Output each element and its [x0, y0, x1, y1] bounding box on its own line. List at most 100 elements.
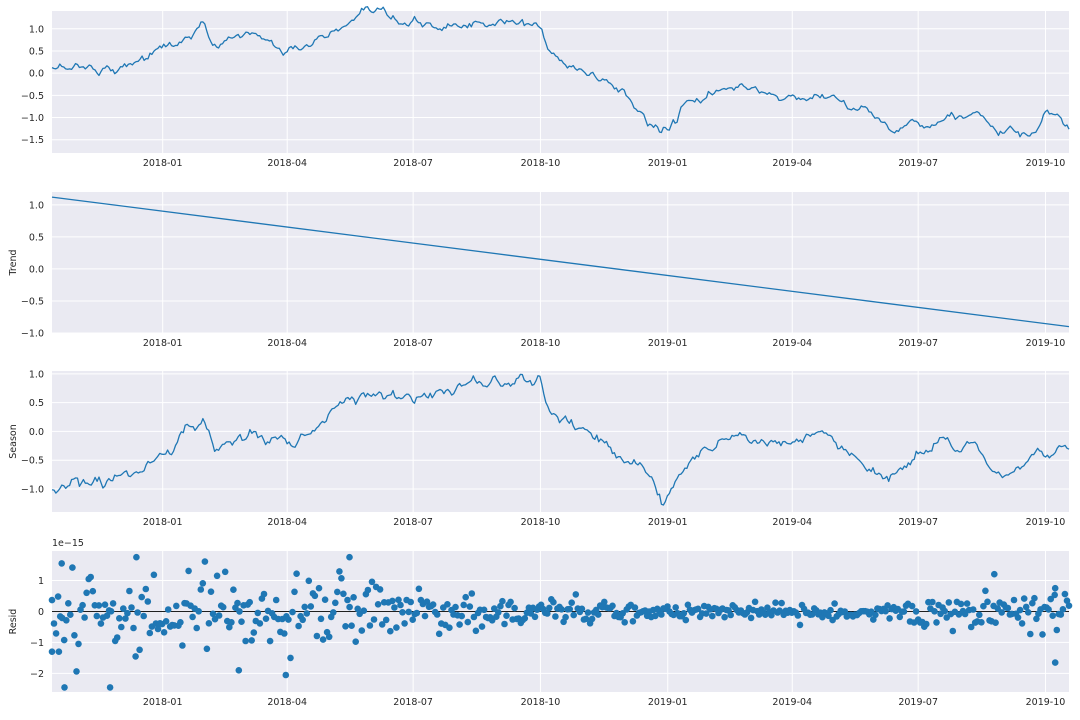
trend-panel: 2018-01 2018-04 2018-07 2018-10 2019-01 2019-… — [8, 192, 1070, 349]
x-tick-label: 2019-07 — [898, 158, 938, 169]
resid-point — [980, 602, 987, 610]
resid-point — [103, 612, 111, 619]
x-tick-label: 2018-07 — [393, 517, 433, 528]
resid-point — [370, 616, 378, 623]
resid-point — [48, 596, 56, 604]
resid-point — [350, 594, 357, 601]
resid-point — [435, 630, 443, 638]
resid-point — [1031, 594, 1038, 602]
resid-point — [360, 607, 368, 614]
y-axis-label: Trend — [8, 250, 19, 277]
y-tick-label: 1.0 — [29, 200, 44, 211]
resid-point — [511, 604, 518, 612]
resid-point — [374, 601, 382, 608]
resid-point — [1033, 615, 1040, 623]
resid-point — [629, 618, 637, 625]
resid-point — [460, 601, 468, 609]
resid-point — [900, 608, 908, 615]
resid-point — [262, 615, 270, 622]
resid-point — [652, 612, 659, 620]
resid-point — [307, 603, 315, 610]
resid-point — [230, 586, 237, 593]
resid-point — [501, 620, 508, 628]
resid-point — [61, 684, 68, 691]
resid-point — [173, 602, 180, 610]
x-tick-label: 2018-01 — [143, 158, 183, 169]
y-tick-label: 0.5 — [29, 232, 44, 243]
resid-point — [387, 627, 394, 635]
x-tick-label: 2019-10 — [1026, 158, 1066, 169]
resid-point — [1004, 604, 1012, 612]
resid-point — [466, 603, 474, 610]
resid-point — [544, 610, 551, 617]
x-tick-label: 2019-10 — [1026, 338, 1066, 349]
resid-point — [228, 619, 235, 626]
resid-point — [831, 600, 838, 607]
resid-point — [682, 616, 690, 624]
resid-point — [433, 611, 441, 618]
resid-point — [1047, 595, 1054, 603]
series-line — [51, 6, 1070, 138]
resid-point — [282, 671, 290, 679]
resid-point — [101, 601, 109, 608]
resid-point — [446, 624, 453, 631]
resid-point — [197, 586, 205, 593]
resid-point — [126, 587, 133, 595]
resid-point — [313, 632, 321, 640]
resid-point — [299, 616, 307, 624]
resid-point — [213, 572, 221, 580]
resid-point — [751, 598, 759, 606]
resid-point — [203, 645, 211, 653]
resid-point — [219, 603, 227, 611]
resid-point — [67, 611, 74, 618]
resid-point — [162, 618, 170, 625]
resid-point — [825, 612, 832, 620]
resid-point — [478, 623, 486, 630]
resid-point — [344, 596, 351, 604]
resid-point — [969, 606, 977, 613]
resid-point — [991, 570, 998, 578]
resid-point — [140, 612, 147, 620]
resid-point — [132, 653, 139, 660]
resid-point — [199, 580, 207, 587]
x-tick-label: 2018-07 — [393, 158, 433, 169]
resid-point — [397, 601, 404, 609]
resid-point — [205, 620, 213, 627]
season-panel: 2018-01 2018-04 2018-07 2018-10 2019-01 2019-… — [8, 369, 1070, 528]
resid-point — [348, 622, 355, 629]
x-tick-label: 2018-04 — [267, 338, 307, 349]
x-tick-label: 2018-10 — [521, 338, 561, 349]
resid-point — [1045, 606, 1052, 613]
resid-point — [378, 621, 386, 628]
x-tick-label: 2018-01 — [143, 697, 183, 708]
resid-point — [89, 587, 97, 595]
x-tick-label: 2019-01 — [648, 697, 688, 708]
resid-point — [702, 610, 710, 617]
resid-point — [346, 553, 353, 561]
y-tick-label: −1.0 — [21, 329, 44, 340]
resid-point — [130, 624, 137, 632]
resid-point — [462, 593, 470, 601]
resid-point — [285, 616, 292, 623]
resid-point — [366, 622, 374, 629]
resid-point — [189, 613, 196, 621]
resid-point — [334, 588, 341, 596]
resid-point — [109, 600, 117, 607]
resid-point — [376, 586, 384, 593]
resid-point — [382, 616, 390, 624]
y-axis-label: Season — [8, 424, 19, 458]
x-tick-label: 2019-04 — [772, 158, 812, 169]
resid-point — [389, 597, 396, 605]
resid-point — [1010, 596, 1018, 604]
resid-point — [83, 589, 90, 597]
resid-point — [929, 598, 936, 606]
resid-point — [128, 604, 135, 611]
x-tick-label: 2019-01 — [648, 517, 688, 528]
y-tick-label: 1.0 — [29, 24, 44, 35]
resid-point — [1020, 595, 1028, 602]
resid-point — [945, 599, 953, 606]
resid-point — [721, 613, 728, 621]
resid-point — [55, 648, 63, 655]
resid-point — [912, 608, 920, 615]
resid-point — [1016, 606, 1024, 614]
